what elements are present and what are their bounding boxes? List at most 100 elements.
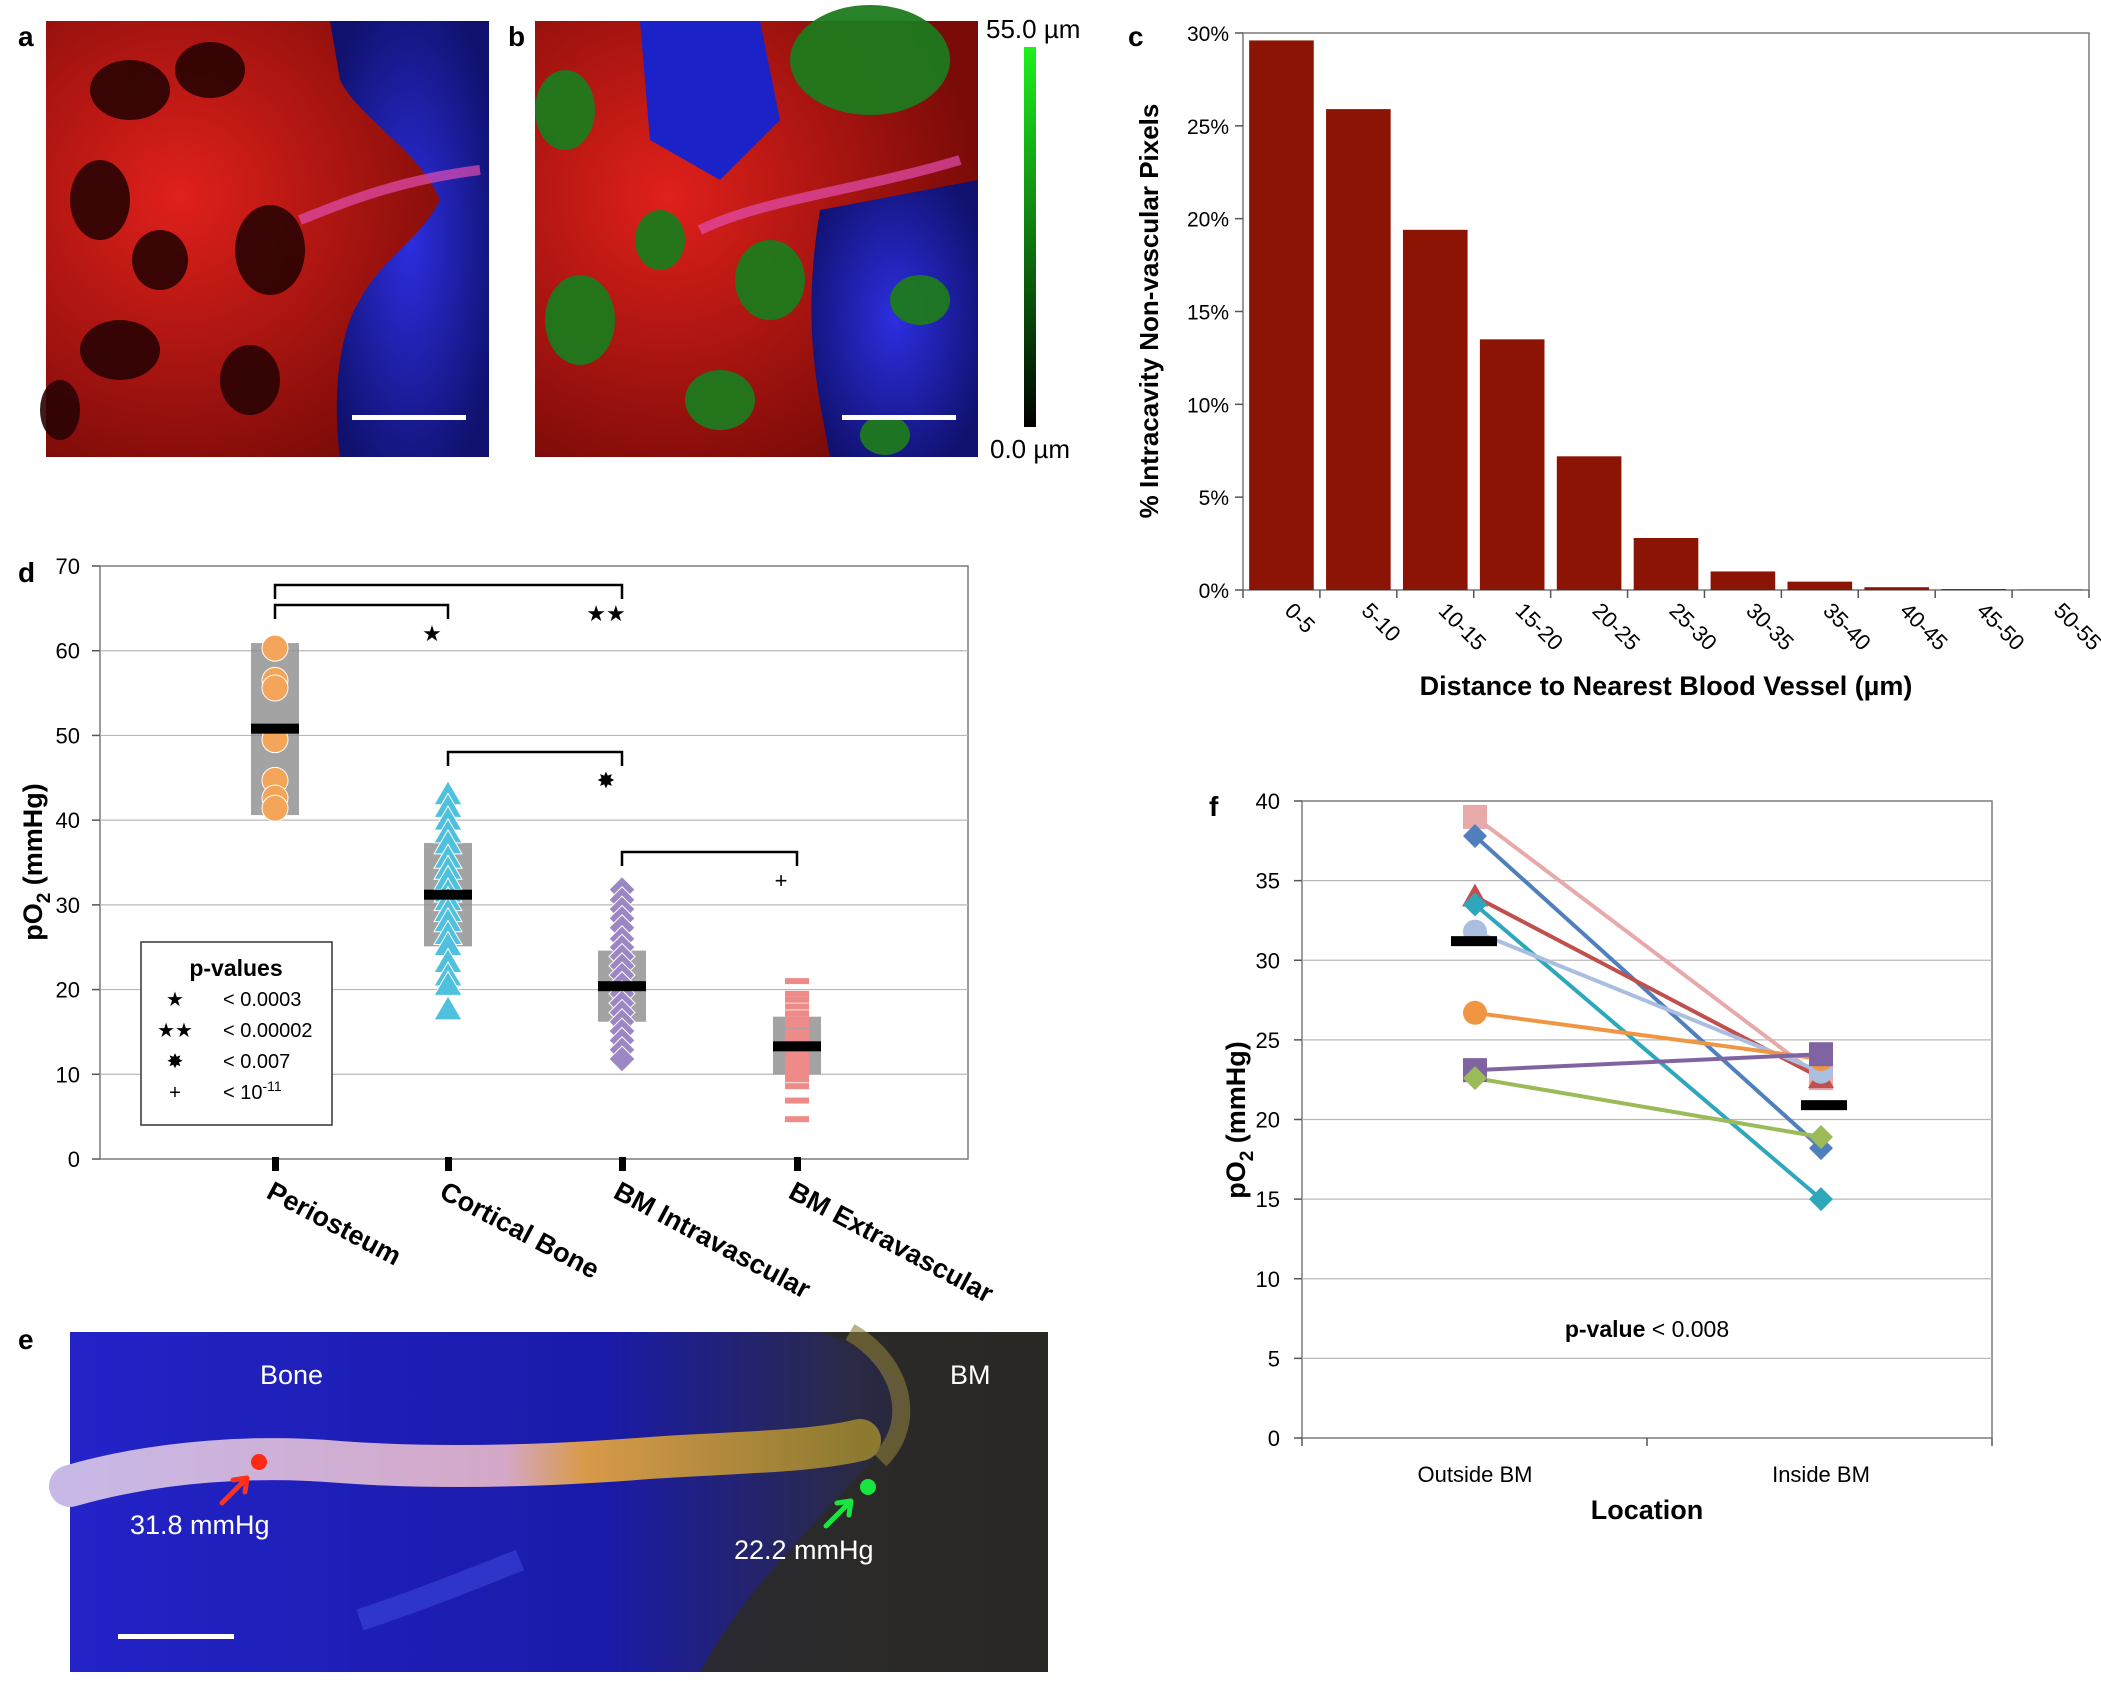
data-point <box>785 978 809 985</box>
significance-symbol: ✸ <box>597 768 615 793</box>
x-tick-label: 45-50 <box>1972 598 2029 655</box>
significance-bracket <box>446 750 624 766</box>
y-tick-label: 40 <box>1256 789 1280 814</box>
panel-e-image <box>49 1324 1048 1672</box>
y-tick-label: 30% <box>1187 23 1229 46</box>
mean-bar-1 <box>1801 1100 1847 1111</box>
x-tick-mark <box>794 1157 801 1171</box>
x-tick-mark <box>445 1157 452 1171</box>
chart-c-xlabel: Distance to Nearest Blood Vessel (µm) <box>1420 671 1913 701</box>
series-line-6 <box>1474 1052 1822 1073</box>
chart-d-legend: p-values ★ < 0.0003★★ < 0.00002✸ < 0.007+ < … <box>140 941 333 1126</box>
red-measurement-dot <box>251 1454 267 1470</box>
series-marker <box>1463 824 1487 849</box>
bar-45-50 <box>1941 589 2006 590</box>
data-point <box>785 1071 809 1078</box>
y-tick-label: 5% <box>1199 487 1229 510</box>
data-point <box>785 996 809 1003</box>
y-tick-label: 25 <box>1256 1028 1280 1053</box>
label-bm: BM <box>950 1360 991 1390</box>
data-point <box>785 1050 809 1057</box>
y-tick-label: 20 <box>56 978 80 1003</box>
bar-25-30 <box>1633 538 1699 590</box>
significance-bracket <box>273 603 450 619</box>
chart-c-ylabel: % Intracavity Non-vascular Pixels <box>1134 104 1164 519</box>
data-point <box>785 1061 809 1068</box>
red-arrow-icon <box>219 1475 250 1506</box>
data-point <box>785 1016 809 1023</box>
significance-bracket <box>273 583 624 599</box>
series-marker <box>1809 1042 1833 1067</box>
bar-40-45 <box>1864 587 1930 590</box>
legend-symbol: ✸ <box>167 1051 184 1073</box>
reading-green: 22.2 mmHg <box>734 1535 874 1565</box>
x-tick-label: 30-35 <box>1741 598 1798 655</box>
data-point <box>608 1045 636 1073</box>
series-line-5 <box>1474 1010 1822 1061</box>
significance-symbol: + <box>775 868 788 893</box>
data-point <box>785 1097 809 1104</box>
significance-bracket <box>620 850 799 866</box>
panel-d-letter: d <box>18 557 35 588</box>
significance-symbol: ★★ <box>586 601 625 626</box>
reading-red: 31.8 mmHg <box>130 1510 270 1540</box>
data-point <box>785 1034 809 1041</box>
bar-5-10 <box>1326 109 1391 590</box>
panel-e-letter: e <box>18 1324 34 1355</box>
y-tick-label: 40 <box>56 808 80 833</box>
series-line-4 <box>1474 929 1822 1074</box>
legend-text: < 0.007 <box>223 1051 290 1073</box>
data-point <box>785 1066 809 1073</box>
series-marker <box>1463 1066 1487 1091</box>
data-point <box>261 674 289 702</box>
x-tick-label: BM Extravascular <box>784 1176 999 1309</box>
data-point <box>785 1083 809 1090</box>
x-tick-label: 0-5 <box>1280 598 1320 638</box>
bar-10-15 <box>1402 229 1468 590</box>
bar-30-35 <box>1710 571 1776 590</box>
mean-bar-0 <box>251 723 299 734</box>
y-tick-label: 25% <box>1187 116 1229 139</box>
depth-colorbar <box>1024 47 1036 427</box>
series-marker <box>1463 1000 1487 1025</box>
chart-f-annotation: p-value < 0.008 <box>1565 1316 1729 1342</box>
y-tick-label: 35 <box>1256 869 1280 894</box>
x-tick-label: Cortical Bone <box>435 1176 604 1285</box>
panel-a-image <box>40 21 489 457</box>
chart-c: 0-5 5-10 10-15 15-20 20-25 25-30 30-35 35-40 40-… <box>1134 23 2101 701</box>
y-tick-label: 20 <box>1256 1108 1280 1133</box>
series-line-1 <box>1473 834 1823 1150</box>
mean-bar-0 <box>1451 936 1497 947</box>
y-tick-label: 70 <box>56 554 80 579</box>
data-point <box>785 1010 809 1017</box>
legend-title: p-values <box>189 955 282 981</box>
x-tick-label: Inside BM <box>1772 1462 1870 1487</box>
x-tick-label: Outside BM <box>1418 1462 1533 1487</box>
legend-box <box>140 941 333 1126</box>
x-tick-label: 5-10 <box>1357 598 1406 647</box>
chart-d-ylabel: pO2 (mmHg) <box>18 783 55 941</box>
y-tick-label: 0 <box>1268 1426 1280 1451</box>
x-tick-mark <box>272 1157 279 1171</box>
bar-15-20 <box>1479 339 1545 590</box>
y-tick-label: 15% <box>1187 302 1229 325</box>
legend-symbol: ★★ <box>157 1020 193 1042</box>
panel-b-image <box>535 5 978 457</box>
y-tick-label: 30 <box>1256 948 1280 973</box>
mean-bar-3 <box>773 1041 821 1052</box>
y-tick-label: 60 <box>56 639 80 664</box>
y-tick-label: 10 <box>56 1062 80 1087</box>
label-bone: Bone <box>260 1360 323 1390</box>
legend-text: < 0.00002 <box>223 1020 313 1042</box>
mean-bar-2 <box>598 981 646 992</box>
green-measurement-dot <box>860 1479 876 1495</box>
x-tick-label: 10-15 <box>1434 598 1491 655</box>
y-tick-label: 10% <box>1187 394 1229 417</box>
data-point <box>785 990 809 997</box>
x-tick-label: 20-25 <box>1588 598 1645 655</box>
panel-a-letter: a <box>18 21 34 52</box>
y-tick-label: 10 <box>1256 1267 1280 1292</box>
y-tick-label: 30 <box>56 893 80 918</box>
data-point <box>785 1116 809 1123</box>
significance-symbol: ★ <box>422 621 442 646</box>
